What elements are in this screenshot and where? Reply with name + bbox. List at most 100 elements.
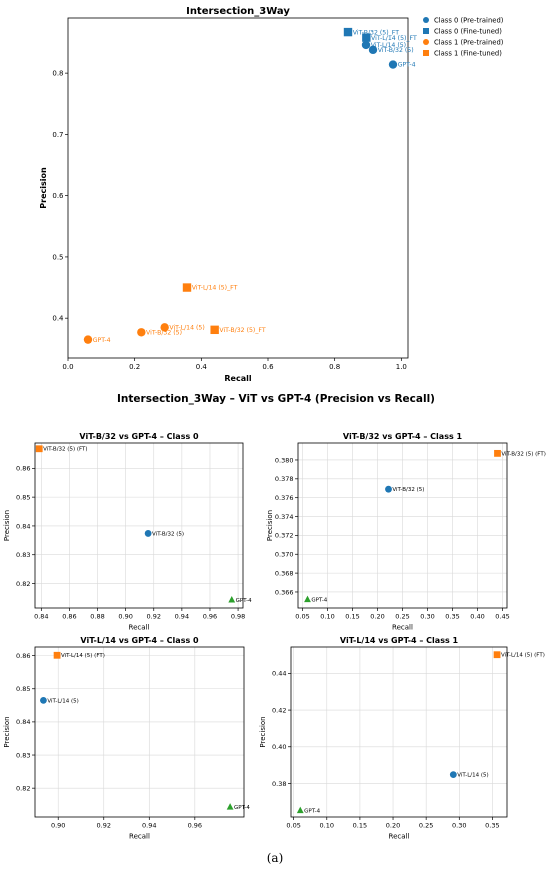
data-point-square bbox=[182, 283, 192, 292]
data-point-label: ViT-L/14 (5)_FT bbox=[371, 35, 417, 42]
y-tick-label: 0.4 bbox=[52, 315, 64, 323]
x-tick-label: 0.45 bbox=[495, 613, 509, 621]
data-point-label: ViT-B/32 (5) (FT) bbox=[43, 447, 87, 453]
x-tick-label: 0.10 bbox=[320, 822, 334, 830]
x-tick-label: 0.84 bbox=[34, 613, 48, 621]
data-point-square bbox=[362, 33, 371, 42]
y-axis-label: Precision bbox=[3, 716, 11, 747]
y-tick-label: 0.82 bbox=[16, 785, 30, 793]
data-point-label: GPT-4 bbox=[93, 337, 111, 344]
x-tick-label: 0.20 bbox=[386, 822, 400, 830]
data-point-label: ViT-L/14 (5) bbox=[371, 42, 406, 49]
data-point-label: ViT-B/32 (5) bbox=[378, 47, 414, 54]
legend-label: Class 0 (Fine-tuned) bbox=[434, 27, 502, 35]
x-tick-label: 0.0 bbox=[62, 363, 73, 371]
data-point-label: GPT-4 bbox=[236, 598, 252, 604]
x-axis-label: Recall bbox=[129, 624, 150, 632]
data-point-label: ViT-B/32 (5) bbox=[392, 487, 424, 493]
data-point-label: ViT-L/14 (5)_FT bbox=[192, 285, 238, 292]
legend-marker-square bbox=[423, 50, 429, 56]
y-tick-label: 0.374 bbox=[275, 513, 294, 521]
x-tick-label: 0.98 bbox=[231, 613, 245, 621]
y-tick-label: 0.86 bbox=[16, 465, 30, 473]
x-tick-label: 0.92 bbox=[97, 822, 111, 830]
x-tick-label: 0.20 bbox=[370, 613, 384, 621]
y-tick-label: 0.84 bbox=[16, 522, 30, 530]
vit-b32-class1-chart: 0.05 0.10 0.15 0.20 0.25 0.30 0.35 0.40 0.45 0.36… bbox=[266, 432, 546, 632]
x-tick-label: 0.05 bbox=[286, 822, 300, 830]
x-tick-label: 0.05 bbox=[295, 613, 309, 621]
data-point-circle bbox=[160, 323, 169, 332]
figure-caption: (a) bbox=[267, 851, 284, 865]
y-axis-label: Precision bbox=[259, 716, 267, 747]
x-tick-label: 0.86 bbox=[62, 613, 76, 621]
x-tick-label: 0.2 bbox=[129, 363, 140, 371]
y-tick-label: 0.86 bbox=[16, 652, 30, 660]
x-tick-label: 0.8 bbox=[329, 363, 340, 371]
x-tick-label: 0.40 bbox=[470, 613, 484, 621]
data-point-square bbox=[493, 651, 501, 659]
y-tick-label: 0.376 bbox=[275, 494, 294, 502]
data-point-label: ViT-L/14 (5) (FT) bbox=[61, 653, 105, 659]
data-point-label: ViT-B/32 (5) bbox=[146, 329, 182, 336]
data-point-label: ViT-B/32 (5) bbox=[152, 531, 184, 537]
legend-marker-circle bbox=[423, 39, 429, 45]
data-point-triangle bbox=[228, 596, 236, 603]
vit-l14-class0-chart: 0.90 0.92 0.94 0.96 0.82 0.83 0.84 0.85 0.86 ViT-… bbox=[3, 636, 250, 841]
main-legend: Class 0 (Pre-trained) Class 0 (Fine-tuned… bbox=[423, 16, 504, 57]
x-tick-label: 0.6 bbox=[262, 363, 274, 371]
x-tick-label: 0.15 bbox=[345, 613, 359, 621]
data-point-label: ViT-L/14 (5) bbox=[457, 773, 488, 779]
data-point-triangle bbox=[304, 595, 311, 603]
y-tick-label: 0.83 bbox=[16, 551, 30, 559]
y-tick-label: 0.84 bbox=[16, 718, 30, 726]
y-tick-label: 0.44 bbox=[272, 670, 286, 678]
x-tick-label: 0.35 bbox=[485, 822, 499, 830]
legend-label: Class 1 (Pre-trained) bbox=[434, 38, 504, 46]
y-tick-label: 0.42 bbox=[272, 706, 286, 714]
y-tick-label: 0.85 bbox=[16, 685, 30, 693]
y-tick-label: 0.85 bbox=[16, 493, 30, 501]
x-tick-label: 0.10 bbox=[320, 613, 334, 621]
x-tick-label: 0.15 bbox=[353, 822, 367, 830]
chart-title: ViT-L/14 vs GPT-4 – Class 0 bbox=[80, 636, 199, 645]
chart-title: Intersection_3Way bbox=[186, 6, 290, 17]
data-point-circle bbox=[40, 696, 47, 704]
chart-title: ViT-B/32 vs GPT-4 – Class 1 bbox=[343, 432, 463, 441]
data-point-label: ViT-L/14 (5) bbox=[169, 325, 204, 332]
main-scatter-chart: 0.0 0.2 0.4 0.6 0.8 1.0 0.4 0.5 0.6 0.7 0.8 Interse… bbox=[39, 6, 417, 383]
y-tick-label: 0.40 bbox=[272, 743, 286, 751]
x-tick-label: 0.25 bbox=[419, 822, 433, 830]
y-tick-label: 0.7 bbox=[52, 131, 63, 139]
data-point-circle bbox=[449, 771, 457, 779]
x-tick-label: 0.94 bbox=[175, 613, 189, 621]
data-point-label: ViT-L/14 (5) bbox=[47, 698, 78, 704]
chart-title: ViT-B/32 vs GPT-4 – Class 0 bbox=[79, 432, 199, 441]
x-tick-label: 0.90 bbox=[118, 613, 132, 621]
x-axis-label: Recall bbox=[129, 833, 150, 841]
x-axis-label: Recall bbox=[224, 374, 251, 383]
data-point-label: GPT-4 bbox=[398, 62, 416, 69]
data-point-circle bbox=[388, 60, 398, 69]
data-point-square bbox=[35, 445, 43, 453]
y-tick-label: 0.366 bbox=[275, 588, 294, 596]
plot-frame bbox=[34, 442, 244, 609]
data-point-label: GPT-4 bbox=[304, 809, 320, 815]
data-point-circle bbox=[385, 485, 392, 493]
vit-l14-class1-chart: 0.05 0.10 0.15 0.20 0.25 0.30 0.35 0.38 0.40 0.42… bbox=[259, 636, 545, 841]
data-point-label: GPT-4 bbox=[311, 597, 327, 603]
x-tick-label: 0.96 bbox=[188, 822, 202, 830]
data-point-label: ViT-B/32 (5) (FT) bbox=[501, 451, 545, 457]
plot-frame bbox=[290, 646, 508, 818]
legend-label: Class 1 (Fine-tuned) bbox=[434, 49, 502, 57]
data-point-circle bbox=[144, 530, 152, 537]
legend-label: Class 0 (Pre-trained) bbox=[434, 16, 504, 24]
x-tick-label: 0.35 bbox=[445, 613, 459, 621]
y-tick-label: 0.380 bbox=[275, 456, 294, 464]
x-tick-label: 0.30 bbox=[420, 613, 434, 621]
y-tick-label: 0.82 bbox=[16, 580, 30, 588]
y-tick-label: 0.5 bbox=[52, 253, 63, 261]
x-axis-label: Recall bbox=[389, 833, 410, 841]
